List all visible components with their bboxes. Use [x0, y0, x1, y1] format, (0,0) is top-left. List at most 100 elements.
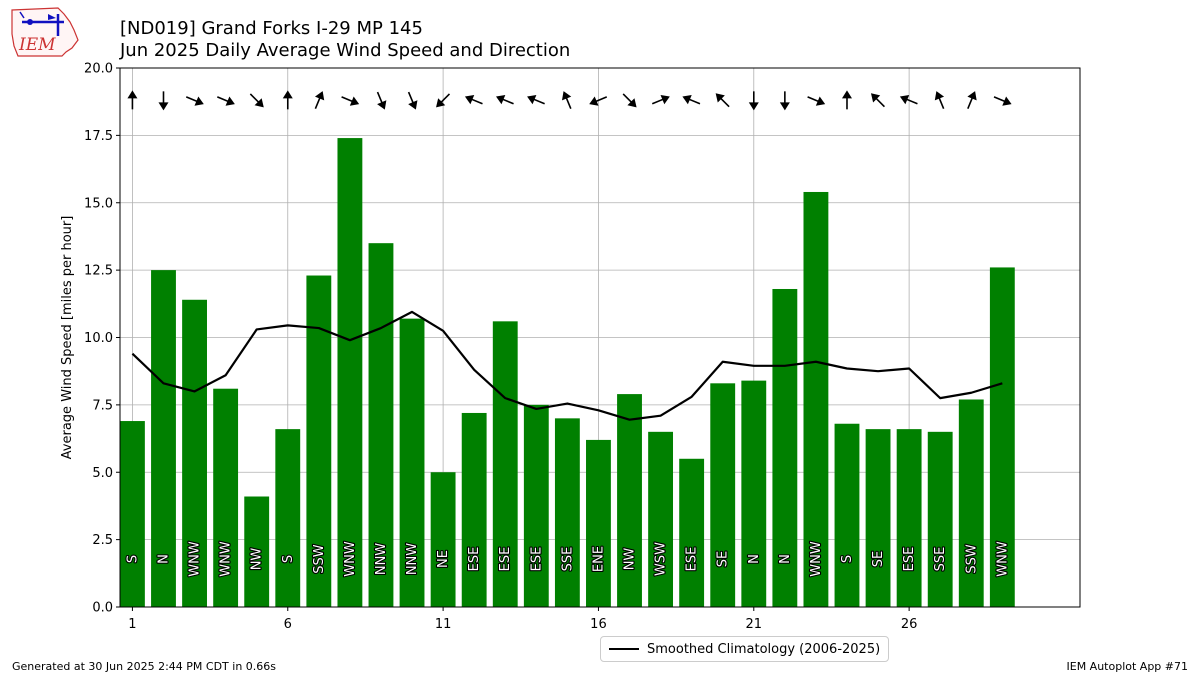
arrow-shaft [875, 97, 885, 108]
wind-arrow-icon [934, 91, 945, 109]
wind-arrow-icon [341, 96, 360, 106]
y-tick-label: 10.0 [84, 331, 113, 346]
y-tick-label: 12.5 [84, 264, 113, 279]
wind-arrow-icon [464, 94, 483, 105]
y-tick-label: 5.0 [92, 466, 113, 481]
direction-label: WNW [809, 541, 824, 577]
direction-label: NNW [405, 543, 420, 575]
wind-arrow-icon [282, 90, 293, 110]
arrow-shaft [622, 93, 633, 104]
direction-label: N [156, 554, 171, 564]
chart-legend: Smoothed Climatology (2006-2025) [600, 636, 890, 662]
x-tick-label: 26 [901, 617, 918, 632]
arrow-shaft [376, 91, 383, 104]
arrow-head [589, 96, 599, 106]
wind-arrow-icon [993, 96, 1012, 106]
arrow-head [127, 90, 138, 99]
direction-label: NW [623, 548, 638, 571]
wind-speed-bar [958, 399, 984, 607]
wind-arrow-icon [967, 91, 977, 109]
wind-speed-bar [275, 429, 301, 607]
climatology-line [131, 310, 1003, 421]
y-tick-label: 20.0 [84, 62, 113, 77]
generated-timestamp: Generated at 30 Jun 2025 2:44 PM CDT in … [12, 660, 277, 673]
wind-speed-bar [803, 191, 829, 607]
arrow-shaft [807, 96, 820, 103]
svg-text:IEM: IEM [18, 35, 56, 55]
arrow-head [870, 93, 881, 103]
wind-speed-bar [834, 423, 860, 607]
wind-speed-bar [461, 412, 487, 607]
wind-speed-bar [989, 267, 1015, 607]
arrow-shaft [471, 98, 483, 105]
arrow-head [682, 94, 692, 105]
direction-label: ESE [529, 547, 544, 572]
y-axis-label: Average Wind Speed [miles per hour] [60, 216, 75, 460]
wind-arrow-icon [682, 94, 701, 105]
wind-speed-bar [586, 439, 611, 607]
direction-label: WSW [654, 542, 669, 576]
direction-label: WNW [995, 541, 1010, 577]
wind-arrow-icon [561, 91, 572, 109]
wind-speed-bar [710, 383, 736, 607]
iem-logo: IEM [8, 6, 80, 60]
wind-arrow-icon [870, 93, 885, 108]
arrow-shaft [314, 97, 321, 109]
direction-label: SSE [560, 547, 575, 572]
direction-label: WNW [343, 541, 358, 577]
direction-label: WNW [219, 541, 234, 577]
y-tick-label: 7.5 [92, 398, 113, 413]
wind-speed-bar [772, 288, 798, 607]
arrow-shaft [595, 96, 608, 103]
direction-label: SSE [933, 547, 948, 572]
arrow-head [158, 102, 169, 111]
arrow-shaft [967, 97, 974, 109]
wind-speed-bar [896, 429, 922, 607]
direction-label: SE [871, 551, 886, 567]
wind-arrow-icon [217, 96, 235, 106]
arrow-head [748, 102, 759, 111]
wind-arrow-icon [496, 94, 514, 105]
wind-speed-bar [151, 270, 176, 607]
arrow-head [349, 96, 360, 106]
arrow-shaft [502, 98, 514, 105]
direction-label: WNW [188, 541, 203, 577]
wind-arrow-icon [899, 94, 918, 105]
arrow-head [496, 94, 506, 105]
arrow-head [527, 94, 537, 105]
y-tick-label: 17.5 [84, 129, 113, 144]
arrow-head [464, 94, 475, 105]
direction-label: ESE [498, 547, 513, 572]
direction-label: S [281, 555, 296, 563]
arrow-shaft [688, 98, 701, 105]
wind-arrow-icon [841, 90, 852, 110]
wind-arrow-icon [748, 91, 759, 111]
arrow-head [377, 100, 387, 110]
app-id: IEM Autoplot App #71 [1066, 660, 1189, 673]
direction-label: SSW [964, 544, 979, 574]
arrow-shaft [249, 93, 260, 104]
wind-speed-bar [244, 496, 270, 607]
arrow-shaft [651, 98, 664, 105]
arrow-head [660, 94, 670, 105]
wind-arrow-icon [185, 96, 204, 106]
arrow-head [436, 98, 446, 108]
chart-subtitle: Jun 2025 Daily Average Wind Speed and Di… [120, 40, 571, 61]
wind-arrow-icon [779, 91, 790, 111]
wind-speed-bar [399, 318, 425, 607]
legend-line-swatch [609, 648, 639, 650]
arrow-head [314, 91, 325, 101]
wind-speed-bar [554, 418, 580, 607]
x-tick-label: 6 [284, 617, 292, 632]
direction-label: S [840, 555, 855, 563]
legend-label: Smoothed Climatology (2006-2025) [647, 641, 881, 657]
direction-label: SE [716, 551, 731, 567]
direction-label: ESE [902, 547, 917, 572]
wind-arrow-icon [622, 93, 637, 108]
wind-speed-bar [523, 404, 549, 607]
wind-speed-bar [213, 388, 239, 607]
direction-label: NE [436, 550, 451, 568]
y-tick-label: 2.5 [92, 533, 113, 548]
arrow-head [254, 98, 264, 108]
